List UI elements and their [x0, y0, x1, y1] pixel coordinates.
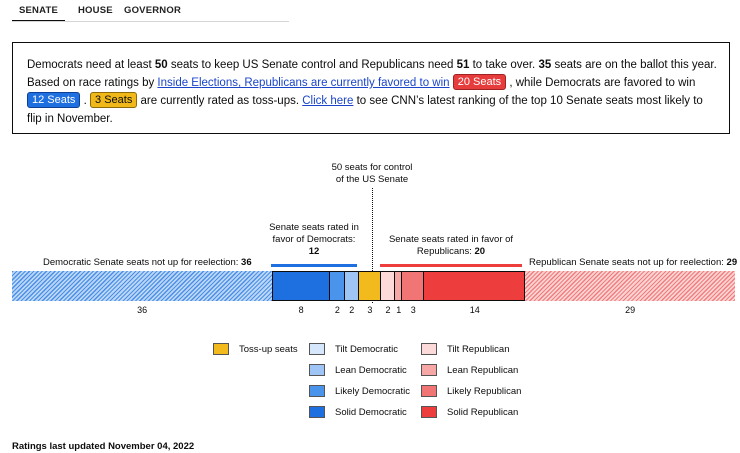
legend-item-lean-rep: Lean Republican: [421, 364, 518, 376]
inside-elections-link[interactable]: Inside Elections, Republicans are curren…: [157, 77, 450, 89]
seat-count-label-dem-not-up: 36: [137, 305, 148, 315]
legend-item-solid-rep: Solid Republican: [421, 406, 518, 418]
dem-needed-count: 50: [154, 59, 168, 71]
seat-bar-segment-rep-not-up: [525, 271, 735, 301]
rep-favored-line: Senate seats rated in favor of: [388, 234, 514, 245]
rep-seats-badge: 20 Seats: [452, 74, 507, 90]
dem-not-up-label: Democratic Senate seats not up for reele…: [43, 257, 252, 269]
rep-favored-underline: [380, 264, 522, 267]
summary-text: are currently rated as toss-ups.: [137, 95, 303, 107]
on-ballot-count: 35: [538, 59, 552, 71]
seat-count-label-solid-rep: 14: [469, 305, 480, 315]
tab-governor[interactable]: GOVERNOR: [124, 4, 182, 16]
legend-label: Toss-up seats: [239, 343, 298, 355]
legend-label: Lean Republican: [447, 364, 519, 376]
summary-text: to take over.: [469, 59, 539, 71]
legend-swatch-lean-dem: [309, 364, 325, 376]
seat-count-label-solid-dem: 8: [298, 305, 304, 315]
legend-item-likely-dem: Likely Democratic: [309, 385, 410, 397]
legend-swatch-tossup: [213, 343, 229, 355]
summary-text: seats to keep US Senate control and Repu…: [167, 59, 457, 71]
seat-bar-segment-solid-dem: [272, 271, 331, 301]
seat-count-label-tossup: 3: [367, 305, 373, 315]
summary-text: .: [80, 95, 91, 107]
legend-item-solid-dem: Solid Democratic: [309, 406, 407, 418]
click-here-link[interactable]: Click here: [302, 95, 354, 107]
seat-count-label-lean-rep: 1: [396, 305, 402, 315]
legend-label: Tilt Republican: [447, 343, 510, 355]
seat-bar-segment-lean-dem: [344, 271, 360, 301]
legend-item-tilt-dem: Tilt Democratic: [309, 343, 398, 355]
control-threshold-label: 50 seats for control of the US Senate: [322, 162, 422, 186]
tab-house[interactable]: HOUSE: [78, 4, 113, 16]
seat-bar-segment-solid-rep: [424, 271, 526, 301]
dem-favored-line: favor of Democrats:: [272, 234, 356, 245]
legend-label: Likely Republican: [447, 385, 522, 397]
legend-swatch-likely-dem: [309, 385, 325, 397]
rep-not-up-label: Republican Senate seats not up for reele…: [529, 257, 737, 269]
rep-favored-label: Senate seats rated in favor of Republica…: [380, 234, 522, 258]
summary-box: Democrats need at least 50 seats to keep…: [12, 42, 730, 134]
seat-count-label-likely-dem: 2: [334, 305, 340, 315]
dem-favored-line: Senate seats rated in: [269, 222, 359, 233]
legend-item-tossup: Toss-up seats: [213, 343, 298, 355]
seat-count-label-lean-dem: 2: [349, 305, 355, 315]
tossup-seats-badge: 3 Seats: [90, 92, 138, 108]
legend-label: Tilt Democratic: [335, 343, 398, 355]
legend-swatch-solid-dem: [309, 406, 325, 418]
legend-item-lean-dem: Lean Democratic: [309, 364, 407, 376]
seat-bar-segment-tossup: [359, 271, 381, 301]
legend-item-tilt-rep: Tilt Republican: [421, 343, 509, 355]
summary-text: , while Democrats are favored to win: [506, 77, 696, 89]
legend-swatch-tilt-rep: [421, 343, 437, 355]
control-label-line: of the US Senate: [335, 174, 409, 185]
seat-count-label-rep-not-up: 29: [625, 305, 636, 315]
race-tabs: SENATE HOUSE GOVERNOR: [12, 0, 184, 22]
summary-text: seats are on the ballot this year. Based…: [27, 59, 717, 89]
dem-not-up-text: Democratic Senate seats not up for reele…: [43, 257, 239, 268]
control-threshold-line: [372, 188, 373, 303]
legend-swatch-solid-rep: [421, 406, 437, 418]
seat-bar-segment-dem-not-up: [12, 271, 273, 301]
legend-label: Likely Democratic: [335, 385, 410, 397]
legend-label: Solid Republican: [447, 406, 519, 418]
legend-swatch-likely-rep: [421, 385, 437, 397]
control-label-line: 50 seats for control: [331, 162, 413, 173]
rep-favored-line: Republicans:: [416, 246, 472, 257]
seat-count-label-likely-rep: 3: [410, 305, 416, 315]
legend-swatch-tilt-dem: [309, 343, 325, 355]
seat-bar-segment-tilt-rep: [380, 271, 396, 301]
ratings-updated-footer: Ratings last updated November 04, 2022: [12, 441, 195, 452]
dem-favored-label: Senate seats rated in favor of Democrats…: [262, 222, 366, 258]
dem-seats-badge: 12 Seats: [27, 92, 81, 108]
seat-bar-segment-lean-rep: [395, 271, 403, 301]
seat-count-label-tilt-rep: 2: [385, 305, 391, 315]
seat-bar-segment-likely-dem: [330, 271, 345, 301]
summary-text: Democrats need at least: [27, 59, 155, 71]
tab-senate[interactable]: SENATE: [12, 0, 65, 22]
legend-item-likely-rep: Likely Republican: [421, 385, 521, 397]
rep-favored-count: 20: [474, 246, 486, 257]
summary-text: to see CNN’s latest ranking of the top 1…: [27, 95, 703, 125]
seat-bar-segment-likely-rep: [402, 271, 425, 301]
dem-favored-underline: [271, 264, 357, 267]
rep-needed-count: 51: [456, 59, 470, 71]
tabs-divider: [12, 21, 289, 22]
legend-swatch-lean-rep: [421, 364, 437, 376]
dem-not-up-count: 36: [241, 257, 252, 268]
legend-label: Solid Democratic: [335, 406, 407, 418]
rep-not-up-text: Republican Senate seats not up for reele…: [529, 257, 724, 268]
dem-favored-count: 12: [308, 246, 320, 257]
rep-not-up-count: 29: [726, 257, 738, 268]
legend-label: Lean Democratic: [335, 364, 407, 376]
